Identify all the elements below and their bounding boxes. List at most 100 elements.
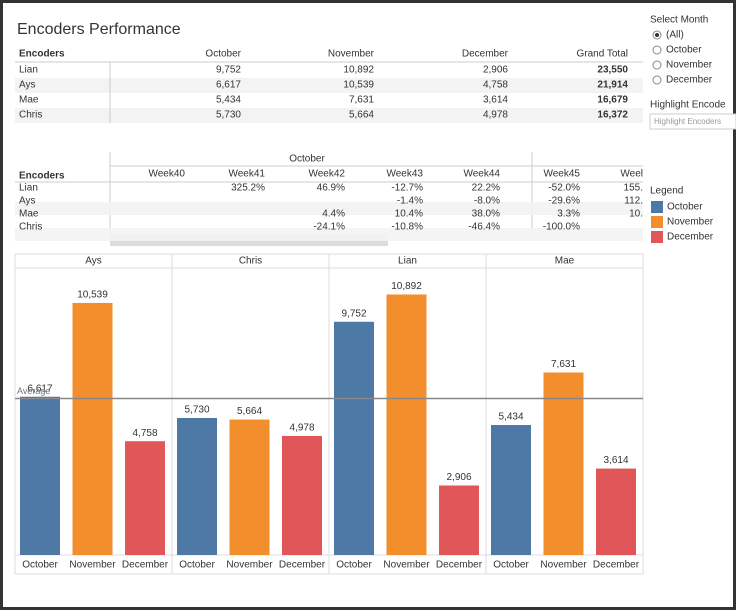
cell: 46.9% <box>317 183 345 194</box>
filter-option[interactable]: November <box>666 60 713 71</box>
filter-option[interactable]: December <box>666 75 713 86</box>
bar <box>386 294 427 555</box>
cell: -46.4% <box>468 222 500 233</box>
highlight-placeholder[interactable]: Highlight Encoders <box>654 117 721 126</box>
x-tick-label: November <box>383 560 430 571</box>
bar <box>20 396 60 555</box>
row-label: Lian <box>19 183 38 194</box>
radio[interactable] <box>652 75 662 85</box>
cell: 6,617 <box>216 80 241 91</box>
data-label: 4,978 <box>289 423 314 434</box>
x-tick-label: November <box>69 560 116 571</box>
legend-swatch <box>651 231 663 243</box>
cell: 16,679 <box>597 95 628 106</box>
filter-option[interactable]: (All) <box>666 30 684 41</box>
x-tick-label: October <box>22 560 58 571</box>
cell: 3.3% <box>557 209 580 220</box>
row-label: Lian <box>19 65 38 76</box>
bar <box>229 419 270 555</box>
cell: 4,758 <box>483 80 508 91</box>
column-header: Week41 <box>228 169 265 180</box>
cell: 16,372 <box>597 110 628 121</box>
column-header: Week44 <box>463 169 500 180</box>
bar <box>439 485 479 555</box>
row-band <box>15 78 643 93</box>
filter-option[interactable]: October <box>666 45 702 56</box>
data-label: 3,614 <box>603 455 628 466</box>
pane-header: Mae <box>555 256 575 267</box>
cell: 9,752 <box>216 65 241 76</box>
data-label: 4,758 <box>132 428 157 439</box>
cell: 4.4% <box>322 209 345 220</box>
row-label: Chris <box>19 110 42 121</box>
data-label: 7,631 <box>551 359 576 370</box>
cell: 10,539 <box>343 80 374 91</box>
cell: 325.2% <box>231 183 265 194</box>
pane-header: Chris <box>239 256 262 267</box>
cell: 21,914 <box>597 80 628 91</box>
x-tick-label: December <box>279 560 326 571</box>
legend-swatch <box>651 216 663 228</box>
cell: 7,631 <box>349 95 374 106</box>
data-label: 5,434 <box>498 412 523 423</box>
column-header: Week40 <box>148 169 185 180</box>
cell: -10.8% <box>391 222 423 233</box>
column-header: Weel <box>620 169 643 180</box>
column-header: October <box>205 49 241 60</box>
bar <box>491 425 531 555</box>
cell: 3,614 <box>483 95 508 106</box>
cell: 23,550 <box>597 65 628 76</box>
row-label: Chris <box>19 222 42 233</box>
row-label: Ays <box>19 196 36 207</box>
x-tick-label: December <box>593 560 640 571</box>
cell: 38.0% <box>472 209 500 220</box>
x-tick-label: October <box>336 560 372 571</box>
x-tick-label: October <box>493 560 529 571</box>
reference-label: Average <box>17 386 50 396</box>
row-label: Mae <box>19 95 39 106</box>
bar <box>72 302 113 555</box>
x-tick-label: October <box>179 560 215 571</box>
cell: -29.6% <box>548 196 580 207</box>
bar <box>125 441 165 555</box>
highlight-input[interactable] <box>649 113 736 130</box>
cell: 5,434 <box>216 95 241 106</box>
cell: 10.4% <box>395 209 423 220</box>
cell: 112. <box>624 196 643 207</box>
cell: 22.2% <box>472 183 500 194</box>
cell: 5,664 <box>349 110 374 121</box>
cell: -12.7% <box>391 183 423 194</box>
column-header: November <box>328 49 375 60</box>
bar <box>282 435 322 555</box>
cell: -52.0% <box>548 183 580 194</box>
row-label: Ays <box>19 80 36 91</box>
cell: 4,978 <box>483 110 508 121</box>
bar <box>334 321 374 555</box>
column-header: Week43 <box>386 169 423 180</box>
x-tick-label: November <box>226 560 273 571</box>
row-band <box>15 108 643 123</box>
radio-dot[interactable] <box>655 33 659 37</box>
data-label: 10,892 <box>391 281 422 292</box>
x-tick-label: November <box>540 560 587 571</box>
cell: -100.0% <box>543 222 580 233</box>
x-tick-label: December <box>122 560 169 571</box>
column-header: Grand Total <box>576 49 628 60</box>
cell: 155. <box>624 183 643 194</box>
radio[interactable] <box>652 60 662 70</box>
cell: 10,892 <box>343 65 374 76</box>
cell: 2,906 <box>483 65 508 76</box>
data-label: 10,539 <box>77 290 108 301</box>
row-band <box>15 202 643 215</box>
row-label: Mae <box>19 209 39 220</box>
dashboard-title: Encoders Performance <box>17 21 181 38</box>
radio[interactable] <box>652 45 662 55</box>
data-label: 5,664 <box>237 406 262 417</box>
pane-header: Ays <box>85 256 102 267</box>
legend-label: November <box>667 217 714 228</box>
cell: 10. <box>629 209 643 220</box>
highlight-title: Highlight Encode <box>650 100 726 111</box>
column-header: Week42 <box>308 169 345 180</box>
data-label: 5,730 <box>184 405 209 416</box>
